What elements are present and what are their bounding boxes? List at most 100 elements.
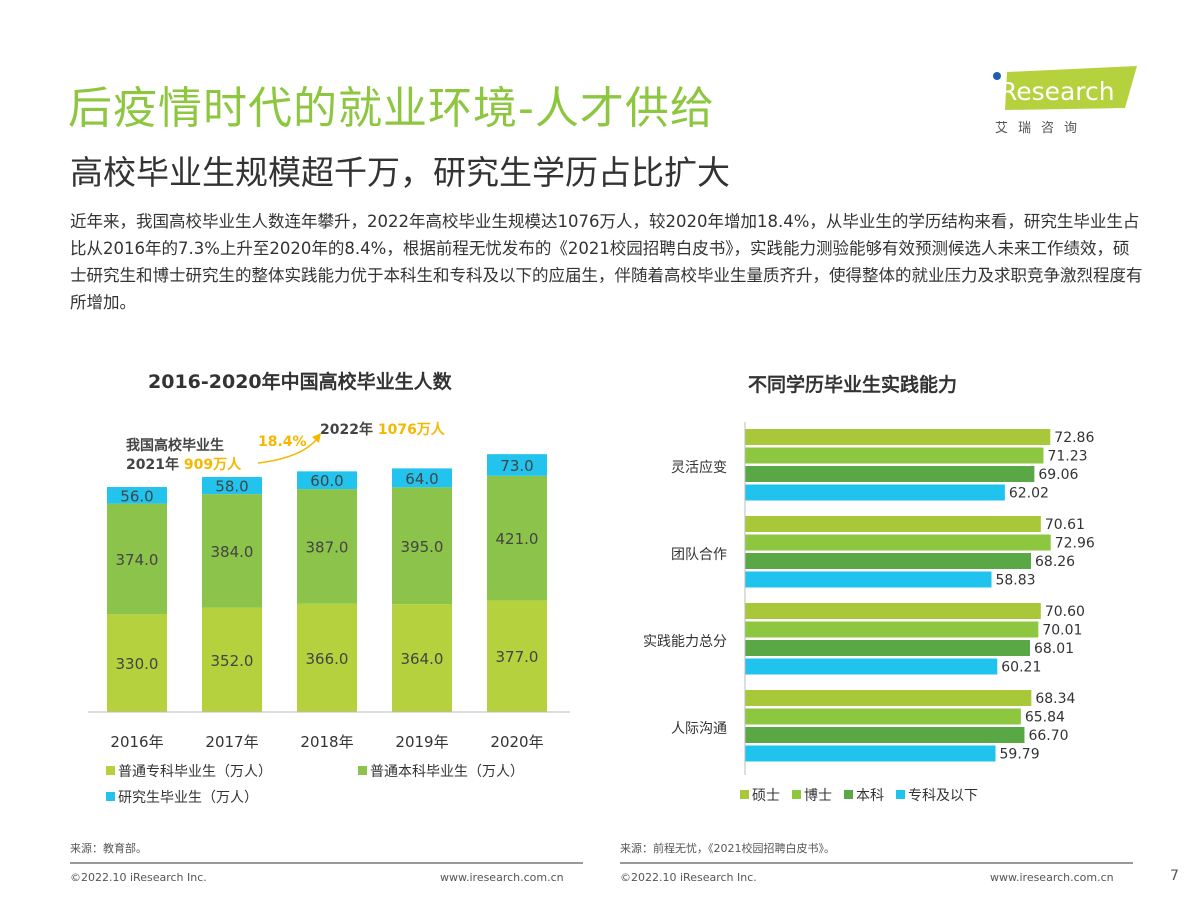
bar: [745, 553, 1032, 569]
bar-segment: [107, 614, 167, 712]
body-text: 近年来，我国高校毕业生人数连年攀升，2022年高校毕业生规模达1076万人，较2…: [70, 212, 1143, 312]
bar-segment: [107, 487, 167, 504]
bar: [745, 640, 1030, 656]
legend-swatch: [844, 790, 853, 799]
data-label: 59.79: [1000, 747, 1040, 763]
y-tick-label: 人际沟通: [671, 721, 727, 737]
left-chart-title: 2016-2020年中国高校毕业生人数: [148, 371, 452, 393]
bar-segment: [297, 471, 357, 490]
data-label: 58.0: [215, 478, 248, 496]
page-subtitle: 高校毕业生规模超千万，研究生学历占比扩大: [70, 153, 730, 192]
bar-segment: [392, 487, 452, 605]
copyright: ©2022.10 iResearch Inc.: [70, 871, 207, 884]
data-label: 62.02: [1009, 486, 1049, 502]
data-label: 72.86: [1054, 430, 1094, 446]
bar-segment: [392, 604, 452, 712]
y-tick-label: 实践能力总分: [643, 634, 727, 650]
bar-segment: [487, 454, 547, 476]
bar: [745, 429, 1051, 445]
bar-segment: [297, 603, 357, 712]
data-label: 70.60: [1045, 604, 1085, 620]
legend-swatch: [106, 766, 115, 775]
data-label: 56.0: [120, 487, 153, 505]
bar-segment: [392, 468, 452, 488]
data-label: 395.0: [401, 538, 444, 556]
x-tick-label: 2019年: [395, 733, 448, 751]
bar: [745, 658, 998, 675]
data-label: 70.61: [1045, 517, 1085, 533]
bar-segment: [202, 607, 262, 712]
legend-label: 普通专科毕业生（万人）: [118, 764, 272, 780]
bar: [745, 516, 1041, 532]
bar: [745, 727, 1025, 743]
page-title: 后疫情时代的就业环境-人才供给: [68, 83, 715, 134]
bar: [745, 690, 1032, 706]
y-tick-label: 灵活应变: [671, 459, 727, 476]
divider: [620, 862, 1133, 864]
legend-swatch: [896, 790, 905, 799]
website-link[interactable]: www.iresearch.com.cn: [990, 871, 1114, 884]
data-label: 366.0: [306, 650, 349, 668]
arrow-head-icon: [312, 433, 321, 443]
right-chart-title: 不同学历毕业生实践能力: [748, 374, 958, 396]
data-label: 68.34: [1035, 691, 1075, 707]
x-tick-label: 2016年: [110, 733, 163, 751]
data-label: 73.0: [500, 457, 533, 475]
data-label: 66.70: [1028, 728, 1068, 744]
right-chart: 72.8671.2369.0662.02灵活应变70.6172.9668.265…: [643, 422, 1095, 804]
legend-swatch: [106, 792, 115, 801]
svg-text:iResearch: iResearch: [993, 77, 1115, 106]
data-label: 70.01: [1042, 623, 1082, 639]
bar-segment: [202, 476, 262, 495]
bar: [745, 447, 1044, 464]
bar-segment: [107, 503, 167, 615]
data-label: 421.0: [496, 530, 539, 548]
source-left: 来源：教育部。: [70, 842, 147, 855]
data-label: 377.0: [496, 648, 539, 666]
website-link[interactable]: www.iresearch.com.cn: [440, 871, 564, 884]
data-label: 58.83: [995, 573, 1035, 589]
legend-label: 博士: [804, 787, 832, 804]
annotation: 2022年 1076万人: [320, 421, 446, 438]
data-label: 65.84: [1025, 710, 1065, 726]
legend-swatch: [358, 766, 367, 775]
legend-label: 研究生毕业生（万人）: [118, 790, 258, 806]
legend-label: 普通本科毕业生（万人）: [370, 764, 524, 780]
data-label: 68.26: [1035, 554, 1075, 570]
legend-label: 硕士: [752, 788, 780, 804]
data-label: 69.06: [1038, 467, 1078, 483]
data-label: 60.0: [310, 472, 343, 490]
data-label: 64.0: [405, 470, 438, 488]
x-tick-label: 2018年: [300, 733, 353, 751]
data-label: 60.21: [1001, 660, 1041, 676]
left-chart: 330.0 374.0 56.0 2016年 352.0 384.0 58.0 2017年 36…: [88, 421, 570, 806]
svg-text:艾瑞咨询: 艾瑞咨询: [995, 121, 1087, 136]
source-right: 来源：前程无忧，《2021校园招聘白皮书》。: [620, 842, 835, 855]
y-tick-label: 团队合作: [671, 547, 727, 563]
bar: [745, 708, 1021, 725]
bar: [745, 466, 1035, 482]
data-label: 68.01: [1034, 641, 1074, 657]
bar-segment: [297, 489, 357, 604]
bar: [745, 745, 996, 762]
copyright: ©2022.10 iResearch Inc.: [620, 871, 757, 884]
bar: [745, 603, 1041, 619]
data-label: 374.0: [116, 551, 159, 569]
bar: [745, 621, 1039, 638]
data-label: 387.0: [306, 538, 349, 556]
x-tick-label: 2017年: [205, 733, 258, 751]
data-label: 364.0: [401, 650, 444, 668]
bar-segment: [202, 494, 262, 608]
data-label: 330.0: [116, 655, 159, 673]
data-label: 71.23: [1047, 449, 1087, 465]
annotation: 我国高校毕业生: [126, 437, 224, 454]
legend-swatch: [740, 790, 749, 799]
data-label: 384.0: [211, 543, 254, 561]
growth-arrow: [257, 439, 317, 464]
legend-swatch: [792, 790, 801, 799]
legend-label: 本科: [856, 788, 884, 804]
legend-label: 专科及以下: [908, 788, 978, 804]
page-number: 7: [1170, 868, 1179, 884]
data-label: 72.96: [1055, 536, 1095, 552]
annotation: 2021年 909万人: [126, 456, 242, 473]
